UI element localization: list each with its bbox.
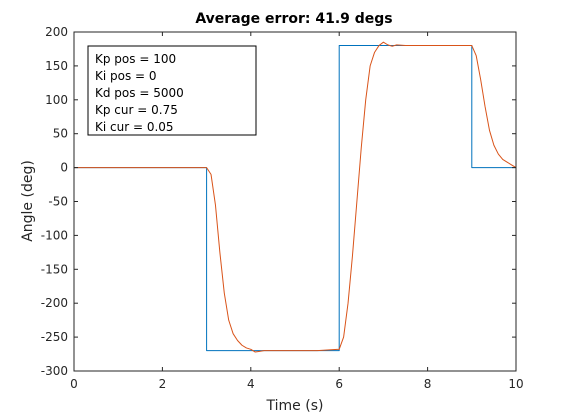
x-tick-label: 4 <box>247 377 255 391</box>
annotation-line-ki-pos: Ki pos = 0 <box>95 69 157 83</box>
y-tick-label: 0 <box>60 161 68 175</box>
annotation-line-ki-cur: Ki cur = 0.05 <box>95 120 174 134</box>
y-tick-label: -250 <box>41 330 68 344</box>
x-tick-label: 8 <box>424 377 432 391</box>
x-tick-label: 2 <box>159 377 167 391</box>
x-tick-label: 6 <box>335 377 343 391</box>
series-line-setpoint <box>74 45 516 352</box>
y-axis-label: Angle (deg) <box>20 160 36 242</box>
parameter-annotation-box: Kp pos = 100 Ki pos = 0 Kd pos = 5000 Kp… <box>87 45 257 136</box>
y-tick-label: -100 <box>41 228 68 242</box>
annotation-line-kd-pos: Kd pos = 5000 <box>95 86 184 100</box>
annotation-line-kp-pos: Kp pos = 100 <box>95 52 176 66</box>
y-tick-label: 150 <box>45 59 68 73</box>
y-tick-label: -300 <box>41 364 68 378</box>
y-tick-label: 50 <box>53 127 68 141</box>
y-tick-label: -200 <box>41 296 68 310</box>
y-tick-label: 100 <box>45 93 68 107</box>
series-layer <box>74 41 517 353</box>
annotation-line-kp-cur: Kp cur = 0.75 <box>95 103 178 117</box>
y-tick-label: -50 <box>48 195 68 209</box>
annotation-border <box>87 45 257 136</box>
chart-title: Average error: 41.9 degs <box>195 11 392 27</box>
y-tick-label: -150 <box>41 262 68 276</box>
ticks-layer: 0 2 4 6 8 10 -300 -250 -200 -150 -100 -50 0 50 100 150 2… <box>41 25 524 391</box>
series-line-response <box>74 41 517 353</box>
x-axis-label: Time (s) <box>266 398 324 414</box>
x-tick-label: 0 <box>70 377 78 391</box>
y-tick-label: 200 <box>45 25 68 39</box>
x-tick-label: 10 <box>508 377 523 391</box>
